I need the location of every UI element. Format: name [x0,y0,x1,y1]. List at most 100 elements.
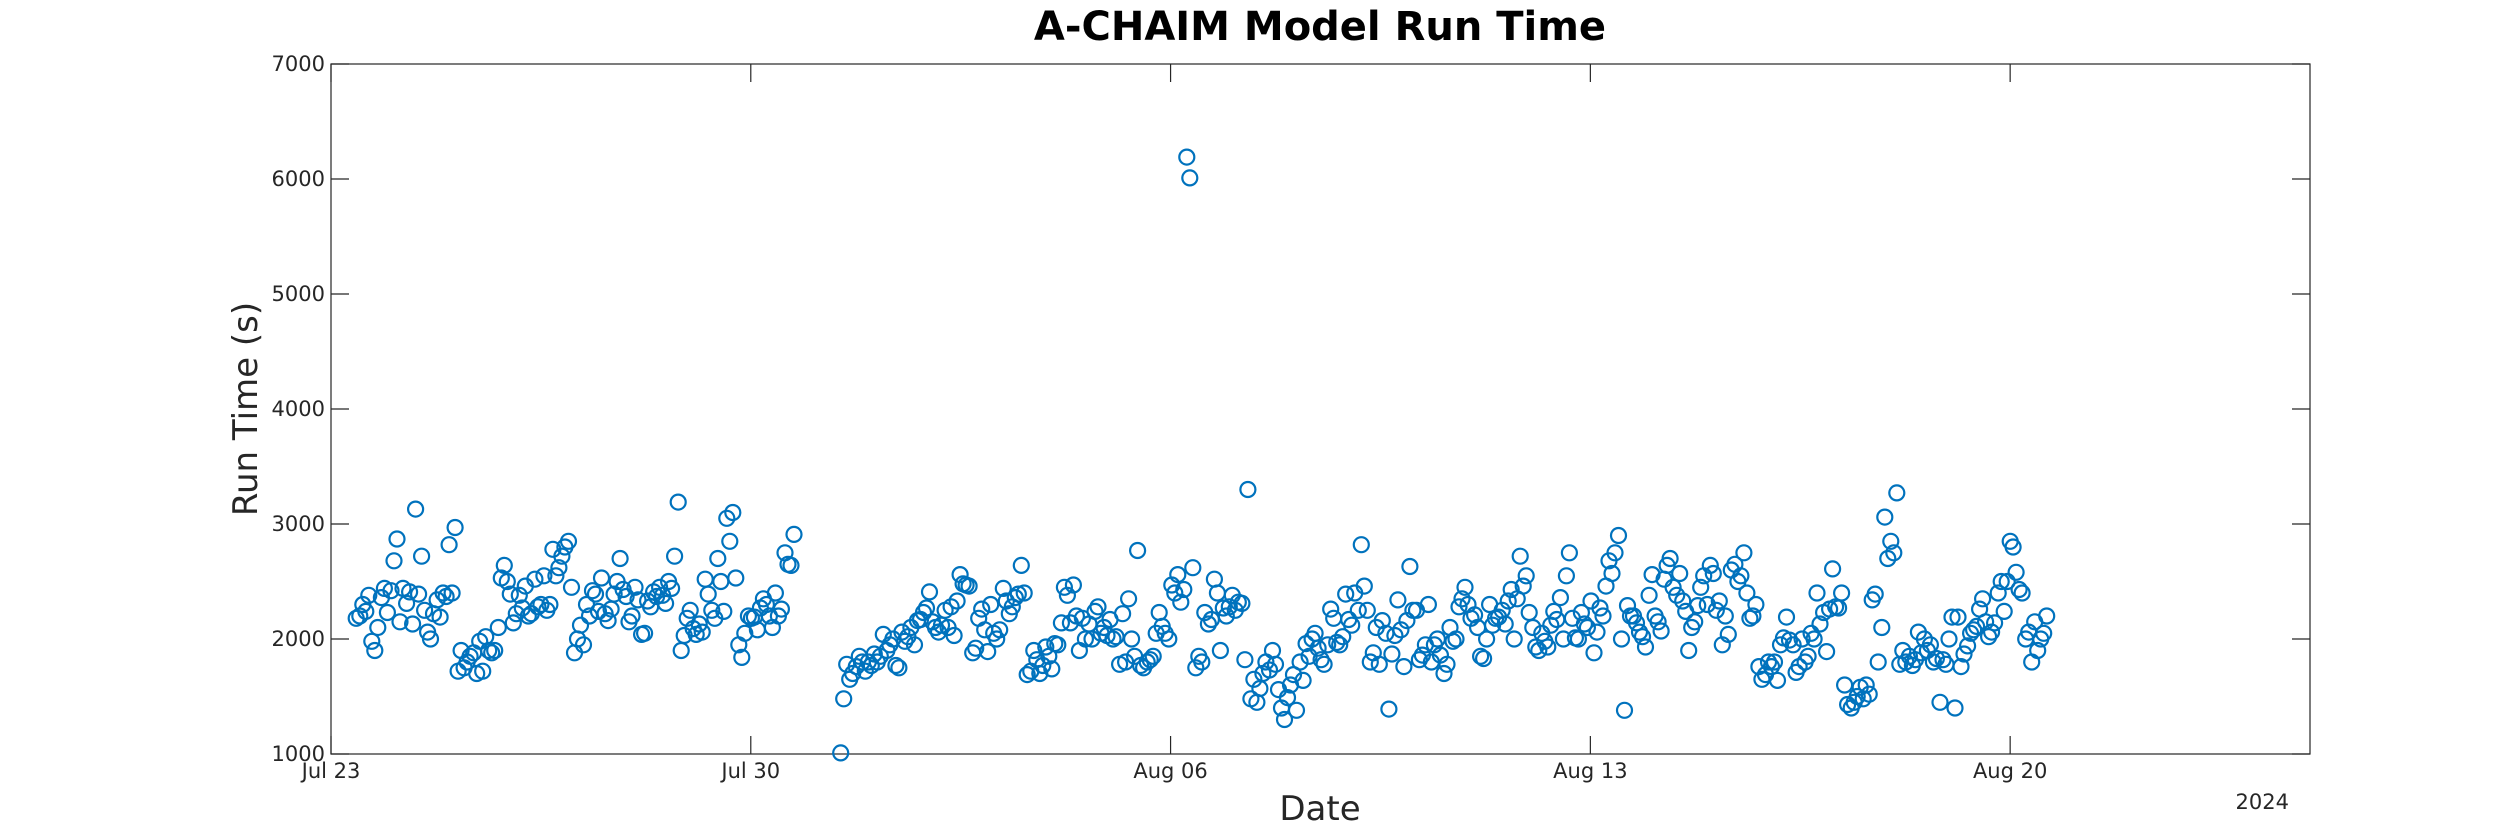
data-point [766,584,785,602]
y-tick-label: 4000 [272,397,325,421]
data-point [1860,685,1878,703]
data-point [1175,580,1193,599]
data-point [982,595,1000,614]
data-point [1664,578,1682,596]
data-point [1823,560,1842,578]
data-point [1070,641,1089,660]
data-point [571,616,590,634]
data-point [1505,630,1523,648]
data-point [535,567,553,585]
data-point [696,570,714,588]
data-point [519,607,537,625]
data-point [592,569,611,587]
data-point [1652,622,1670,640]
data-point [1808,584,1826,602]
data-point [699,585,717,603]
data-point [1569,630,1588,648]
data-point [1064,576,1083,594]
data-point [1545,602,1563,621]
data-point [1373,611,1391,630]
data-point [1692,578,1710,596]
data-point [1275,710,1294,729]
data-point [1211,641,1230,660]
data-point [586,585,605,603]
data-point [626,578,644,596]
data-point [945,626,963,645]
data-point [1557,567,1576,585]
data-point [1199,615,1218,633]
data-point [1496,615,1514,633]
data-point [785,525,803,544]
data-point [1052,614,1071,632]
data-point [1955,645,1973,663]
x-axis-label: Date [1279,789,1360,829]
data-point [1882,532,1900,550]
data-point [2007,563,2025,581]
data-point [1606,544,1624,562]
data-point [1615,701,1634,719]
data-point [665,547,684,565]
data-point [1876,508,1894,526]
data-point [656,594,675,613]
data-point [1511,547,1529,565]
data-point [547,567,565,585]
data-point [413,547,431,565]
data-point [1609,526,1628,545]
data-point [1113,605,1132,623]
data-point [1747,595,1765,614]
data-point [1517,567,1535,585]
data-point [1612,630,1631,648]
data-point [1668,586,1686,604]
data-point [948,592,966,610]
data-point [733,648,751,667]
x-tick-label: Aug 06 [1133,759,1207,783]
data-point [1967,617,1986,636]
data-point [712,572,730,591]
data-point [1380,700,1398,718]
data-point [1671,564,1689,583]
data-point [410,585,428,603]
data-point [1958,637,1977,655]
data-point [1364,644,1382,662]
data-point [363,632,381,650]
data-point [970,609,988,627]
data-point [1527,638,1545,656]
data-point [1995,602,2013,621]
data-point [360,586,378,604]
data-point [1319,636,1337,654]
data-point [501,585,519,603]
data-point [574,636,593,654]
data-point [553,547,571,565]
data-point [1591,599,1609,617]
data-point [416,601,434,619]
data-point [1633,628,1652,646]
data-point [1985,614,2004,632]
data-point [1217,607,1235,625]
data-point [1260,661,1279,679]
data-point [1401,557,1419,576]
data-point [1245,670,1263,688]
data-point [1150,603,1168,622]
y-tick-label: 7000 [272,52,325,76]
data-point [559,532,578,550]
data-point [1477,630,1496,648]
data-point [1181,169,1199,187]
x-axis: Jul 23 Jul 30 Aug 06 Aug 13 Aug 20 [300,64,2047,783]
data-point [1178,148,1196,166]
y-tick-label: 6000 [272,167,325,191]
data-point [1334,628,1352,646]
data-point [480,641,498,660]
data-point [1009,585,1027,603]
data-point [1805,630,1823,648]
data-point [443,584,461,602]
y-tick-label: 2000 [272,627,325,651]
data-point [1585,644,1603,662]
data-point [1184,559,1202,577]
data-point [1325,609,1343,627]
data-point [2010,580,2028,599]
data-point [1649,613,1667,631]
data-point [1450,598,1468,616]
data-point [650,578,669,596]
data-point [887,656,905,675]
data-point [510,586,528,604]
